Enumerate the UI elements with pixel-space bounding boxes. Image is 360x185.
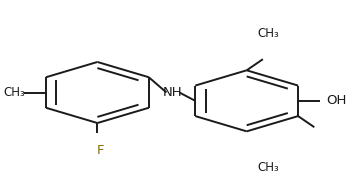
Text: CH₃: CH₃ <box>3 86 25 99</box>
Text: CH₃: CH₃ <box>257 161 279 174</box>
Text: OH: OH <box>327 94 347 107</box>
Text: F: F <box>96 144 104 157</box>
Text: CH₃: CH₃ <box>257 27 279 40</box>
Text: NH: NH <box>163 86 183 99</box>
